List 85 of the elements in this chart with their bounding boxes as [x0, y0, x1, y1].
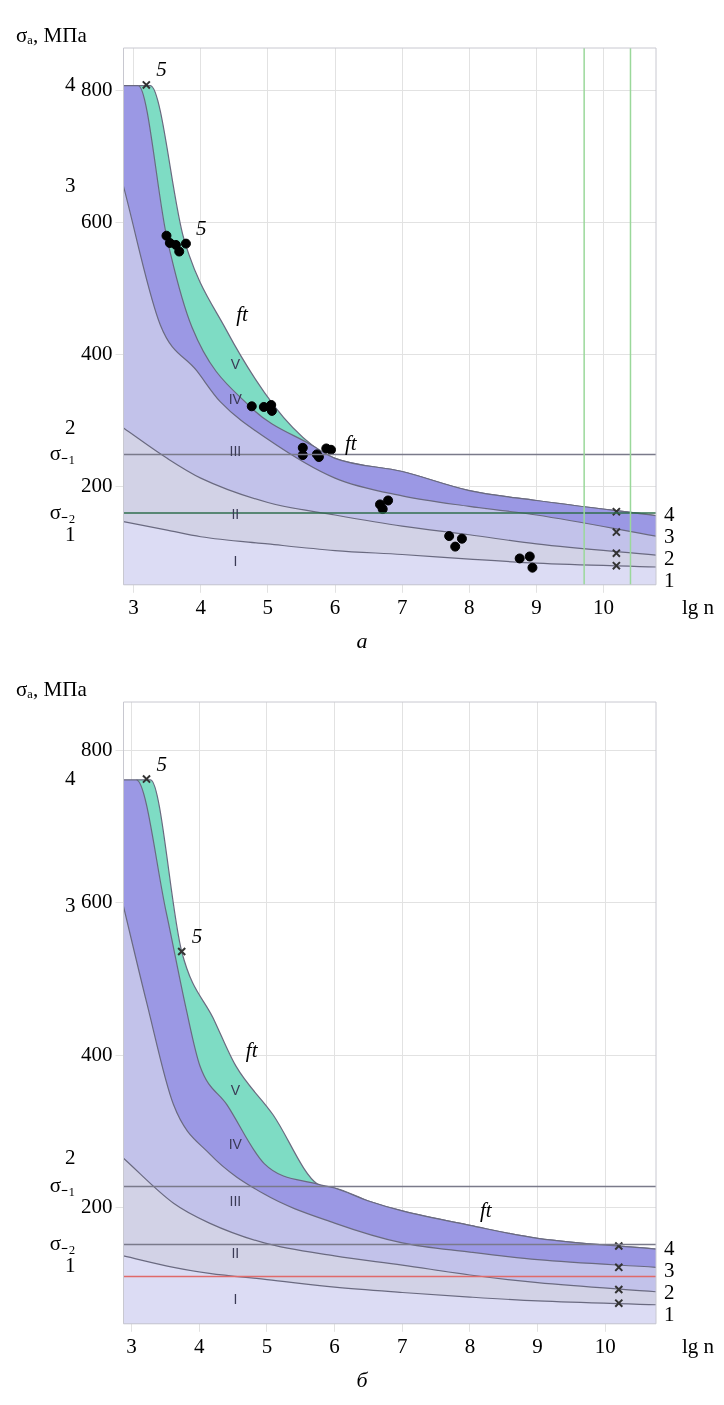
x-tick-label: 9	[531, 594, 542, 619]
point	[614, 1262, 624, 1272]
point	[180, 238, 191, 249]
y-tick-label: 400	[81, 1041, 113, 1066]
annotation: 4	[65, 766, 76, 791]
point	[450, 541, 461, 552]
series-label: I	[233, 553, 238, 570]
x-tick-label: 6	[329, 594, 341, 619]
annotation: 3	[664, 1257, 675, 1282]
point	[611, 507, 621, 517]
x-tick-label: 7	[397, 1333, 408, 1358]
point	[456, 533, 467, 544]
annotation: 2	[65, 414, 76, 439]
ref-line-label: σ₋₁	[49, 1172, 76, 1197]
x-tick-label: 8	[464, 594, 475, 619]
y-tick-label: 400	[81, 340, 113, 365]
series-label: V	[230, 356, 241, 373]
point	[614, 1284, 624, 1294]
point	[614, 1241, 624, 1251]
series-label: IV	[228, 1136, 243, 1153]
point	[174, 246, 185, 257]
y-tick-label: 600	[81, 889, 113, 914]
annotation: 2	[664, 546, 675, 571]
x-tick-label: 5	[261, 1333, 273, 1358]
annotation: ft	[245, 1038, 259, 1063]
x-tick-label: 10	[594, 1333, 616, 1358]
annotation: 3	[65, 172, 76, 197]
annotation: 4	[664, 502, 675, 527]
annotation: 2	[65, 1144, 76, 1169]
series-label: V	[230, 1082, 241, 1099]
point	[141, 774, 152, 784]
y-tick-label: 800	[81, 77, 113, 102]
annotation: 1	[664, 1301, 675, 1326]
y-axis-title: σₐ, МПа	[16, 22, 88, 47]
text: а	[355, 628, 369, 655]
annotation: 5	[195, 216, 207, 241]
x-tick-label: 7	[396, 594, 408, 619]
point	[246, 401, 257, 412]
annotation: 1	[664, 568, 675, 593]
x-axis-title: lg n	[682, 595, 715, 620]
y-tick-label: 600	[81, 209, 113, 234]
point	[614, 1298, 624, 1308]
x-tick-label: 6	[329, 1333, 340, 1358]
x-tick-label: 3	[126, 1333, 137, 1358]
y-tick-label: 200	[81, 1194, 113, 1219]
point	[611, 561, 621, 571]
ref-line-label: σ₋₂	[49, 1230, 76, 1255]
text: б	[355, 1367, 369, 1394]
annotation: 5	[156, 57, 167, 82]
series-label: I	[233, 1290, 238, 1307]
y-tick-label: 200	[81, 472, 113, 497]
annotation: ft	[236, 302, 250, 327]
series-label: II	[231, 1245, 240, 1262]
ref-line-label: σ₋₁	[49, 440, 76, 465]
point	[611, 527, 621, 537]
annotation: ft	[345, 430, 358, 455]
y-axis-title: σₐ, МПа	[16, 676, 88, 701]
point	[524, 551, 535, 562]
annotation: 2	[664, 1279, 675, 1304]
point	[177, 946, 187, 957]
point	[444, 531, 455, 542]
annotation: 4	[664, 1235, 675, 1260]
annotation: 5	[156, 751, 168, 776]
annotation: ft	[479, 1197, 493, 1222]
x-tick-label: 9	[532, 1333, 543, 1358]
point	[141, 80, 151, 90]
annotation: 5	[191, 924, 203, 948]
point	[514, 553, 525, 564]
x-tick-label: 4	[195, 594, 207, 619]
series-label: IV	[228, 390, 243, 407]
ref-line-label: σ₋₂	[49, 499, 76, 524]
annotation: 3	[65, 892, 76, 917]
y-tick-label: 800	[81, 736, 113, 761]
point	[383, 495, 394, 506]
x-tick-label: 4	[194, 1333, 206, 1358]
annotation: 3	[664, 524, 675, 549]
x-axis-title: lg n	[682, 1334, 715, 1359]
x-tick-label: 10	[593, 594, 615, 619]
series-label: III	[229, 1193, 242, 1210]
annotation: 4	[65, 72, 76, 97]
x-tick-label: 8	[464, 1333, 476, 1358]
x-tick-label: 5	[262, 594, 274, 619]
point	[527, 562, 538, 573]
point	[611, 548, 621, 558]
x-tick-label: 3	[128, 594, 139, 619]
